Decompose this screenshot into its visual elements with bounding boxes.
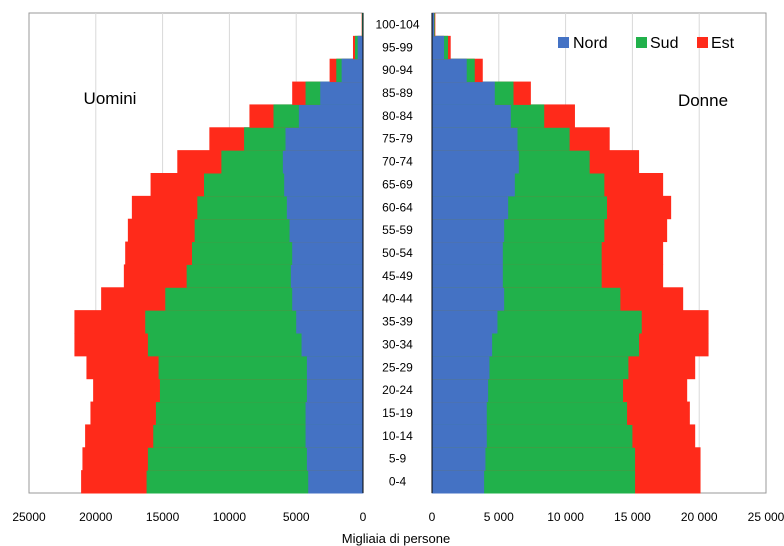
bar-women-nord bbox=[432, 378, 489, 403]
bar-women-nord bbox=[432, 81, 495, 105]
bar-men-nord bbox=[341, 58, 363, 83]
legend-label-nord: Nord bbox=[573, 35, 608, 52]
legend-label-sud: Sud bbox=[650, 35, 678, 52]
age-label: 65-69 bbox=[382, 177, 413, 191]
men-label: Uomini bbox=[84, 89, 137, 108]
bar-men-nord bbox=[290, 264, 363, 288]
age-label: 0-4 bbox=[389, 475, 407, 489]
bar-women-nord bbox=[432, 127, 518, 151]
bar-men-nord bbox=[306, 378, 363, 403]
bar-men-nord bbox=[306, 355, 363, 380]
age-label: 35-39 bbox=[382, 315, 413, 329]
legend-swatch-est bbox=[697, 37, 708, 48]
age-label: 15-19 bbox=[382, 406, 413, 420]
x-tick-left: 25000 bbox=[12, 510, 46, 524]
age-label: 90-94 bbox=[382, 63, 413, 77]
legend-label-est: Est bbox=[711, 35, 735, 52]
bar-women-nord bbox=[432, 13, 435, 37]
bar-women-nord bbox=[432, 424, 487, 448]
x-tick-left: 20000 bbox=[79, 510, 113, 524]
x-tick-left: 10000 bbox=[213, 510, 247, 524]
age-label: 50-54 bbox=[382, 246, 413, 260]
bar-men-nord bbox=[292, 241, 363, 265]
women-label: Donne bbox=[678, 91, 728, 110]
bar-men-nord bbox=[306, 447, 363, 471]
age-label: 75-79 bbox=[382, 132, 413, 146]
x-tick-left: 0 bbox=[360, 510, 367, 524]
bar-men-nord bbox=[357, 35, 363, 60]
bar-women-nord bbox=[432, 310, 498, 334]
legend: Nord Sud Est bbox=[558, 35, 735, 52]
bar-women-nord bbox=[432, 447, 486, 471]
bar-men-nord bbox=[320, 81, 363, 105]
age-label: 40-44 bbox=[382, 292, 413, 306]
bar-men-nord bbox=[296, 310, 363, 334]
bar-men-nord bbox=[286, 195, 363, 220]
bar-men-nord bbox=[305, 424, 363, 448]
bar-women-nord bbox=[432, 470, 485, 494]
bar-men-nord bbox=[301, 333, 363, 357]
bar-women-nord bbox=[432, 333, 493, 357]
bar-women-nord bbox=[432, 150, 519, 174]
x-tick-left: 5000 bbox=[283, 510, 310, 524]
x-tick-right: 15 000 bbox=[614, 510, 651, 524]
age-label: 80-84 bbox=[382, 109, 413, 123]
age-label: 30-34 bbox=[382, 337, 413, 351]
bar-men-nord bbox=[298, 104, 363, 128]
age-labels: 0-4 5-9 10-14 15-19 20-24 25-29 30-34 35-39 40-4… bbox=[375, 17, 419, 488]
bar-women-nord bbox=[432, 401, 487, 425]
age-label: 95-99 bbox=[382, 40, 413, 54]
bar-women-nord bbox=[432, 173, 515, 197]
bar-women-nord bbox=[432, 264, 503, 288]
legend-swatch-sud bbox=[636, 37, 647, 48]
bar-men-nord bbox=[305, 401, 363, 425]
age-label: 60-64 bbox=[382, 200, 413, 214]
x-tick-right: 20 000 bbox=[681, 510, 718, 524]
bar-women-nord bbox=[432, 58, 467, 83]
bar-women-nord bbox=[432, 241, 503, 265]
age-label: 10-14 bbox=[382, 429, 413, 443]
bar-men-nord bbox=[284, 173, 363, 197]
bar-men-nord bbox=[285, 127, 363, 151]
x-tick-left: 15000 bbox=[146, 510, 180, 524]
age-label: 25-29 bbox=[382, 360, 413, 374]
bar-women-nord bbox=[432, 35, 445, 60]
bar-men-nord bbox=[282, 150, 363, 174]
x-tick-labels: 25000 20000 15000 10000 5000 0 0 5 000 10 000 15 … bbox=[12, 510, 784, 524]
x-tick-right: 25 000 bbox=[748, 510, 784, 524]
x-tick-right: 0 bbox=[429, 510, 436, 524]
age-label: 5-9 bbox=[389, 452, 407, 466]
bar-men-nord bbox=[308, 470, 363, 494]
bar-women-nord bbox=[432, 195, 509, 220]
bar-women-nord bbox=[432, 218, 505, 243]
age-label: 55-59 bbox=[382, 223, 413, 237]
age-label: 100-104 bbox=[375, 17, 419, 31]
legend-swatch-nord bbox=[558, 37, 569, 48]
bar-men-nord bbox=[289, 218, 363, 243]
age-label: 85-89 bbox=[382, 86, 413, 100]
bars-group bbox=[74, 13, 709, 494]
bar-women-nord bbox=[432, 355, 490, 380]
bar-women-nord bbox=[432, 104, 511, 128]
age-label: 70-74 bbox=[382, 155, 413, 169]
age-label: 45-49 bbox=[382, 269, 413, 283]
x-tick-right: 10 000 bbox=[547, 510, 584, 524]
bar-women-nord bbox=[432, 287, 505, 311]
bar-men-nord bbox=[292, 287, 363, 311]
x-axis-title: Migliaia di persone bbox=[342, 531, 450, 546]
age-label: 20-24 bbox=[382, 383, 413, 397]
x-tick-right: 5 000 bbox=[484, 510, 514, 524]
